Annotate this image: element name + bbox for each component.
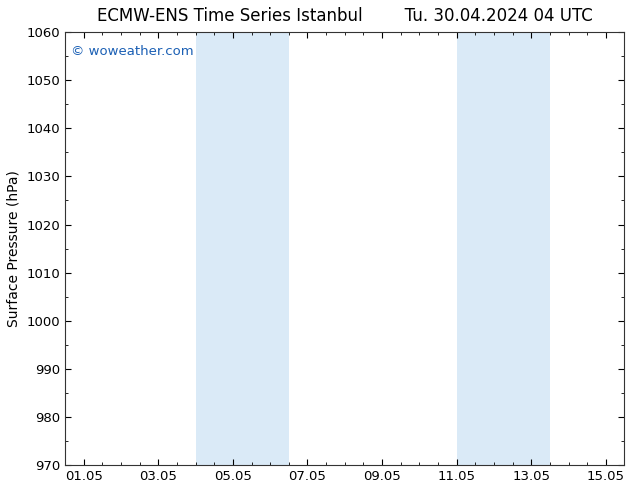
Y-axis label: Surface Pressure (hPa): Surface Pressure (hPa) <box>7 170 21 327</box>
Bar <box>456 32 550 465</box>
Text: © woweather.com: © woweather.com <box>71 45 193 58</box>
Bar <box>196 32 289 465</box>
Title: ECMW-ENS Time Series Istanbul        Tu. 30.04.2024 04 UTC: ECMW-ENS Time Series Istanbul Tu. 30.04.… <box>97 7 593 25</box>
